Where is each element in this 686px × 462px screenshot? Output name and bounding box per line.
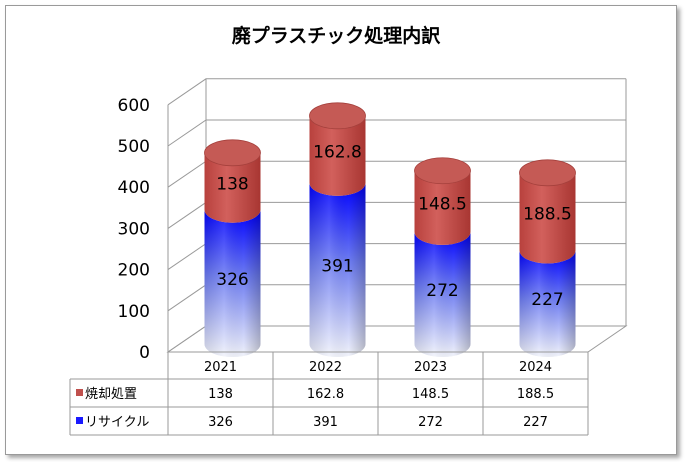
- data-label-incineration: 148.5: [418, 194, 467, 214]
- cylinder-top: [414, 157, 471, 185]
- bar-recycle-shade: [204, 209, 261, 358]
- legend-swatch: [76, 417, 83, 424]
- table-cell: 188.5: [517, 387, 554, 402]
- cylinder-top: [204, 139, 261, 167]
- table-cell: 227: [523, 415, 548, 430]
- bar-recycle-shade: [309, 182, 366, 358]
- y-tick-label: 400: [118, 178, 150, 198]
- cylinder-top: [309, 102, 366, 130]
- table-cell: 148.5: [412, 387, 449, 402]
- table-cell: 138: [208, 387, 233, 402]
- data-table: 2021 2022 2023 2024 焼却処置 138 162.8 148.5 188.5 リサ…: [69, 351, 589, 436]
- data-label-incineration: 188.5: [523, 205, 572, 225]
- bar-incineration: [414, 170, 471, 245]
- y-tick-label: 500: [118, 137, 150, 157]
- bar-incineration: [204, 152, 261, 223]
- data-label-recycle: 326: [216, 270, 248, 290]
- bar-incineration: [309, 115, 366, 196]
- y-axis-ticks: 0 100 200 300 400 500 600: [118, 96, 150, 363]
- data-label-recycle: 227: [531, 290, 563, 310]
- bar-incineration: [519, 172, 576, 264]
- table-cell: 391: [313, 415, 338, 430]
- gridline: [167, 78, 626, 106]
- data-label-recycle: 391: [321, 256, 353, 276]
- bar-recycle-shade: [414, 231, 471, 358]
- y-tick-label: 200: [118, 261, 150, 281]
- x-category-label: 2021: [204, 360, 237, 375]
- data-label-incineration: 162.8: [313, 142, 362, 162]
- table-cell: 326: [208, 415, 233, 430]
- legend-label: リサイクル: [85, 415, 149, 430]
- y-tick-label: 600: [118, 96, 150, 116]
- table-cell: 272: [418, 415, 443, 430]
- table-cell: 162.8: [307, 387, 344, 402]
- legend-label: 焼却処置: [85, 387, 137, 402]
- legend-swatch: [76, 389, 83, 396]
- data-labels: 326 138 391 162.8 272 148.5 227 188.5: [216, 142, 572, 310]
- x-category-label: 2024: [519, 360, 552, 375]
- y-tick-label: 100: [118, 302, 150, 322]
- y-tick-label: 300: [118, 219, 150, 239]
- bars: [204, 102, 576, 358]
- y-tick-label: 0: [139, 343, 150, 363]
- bar-recycle-shade: [519, 250, 576, 358]
- x-category-label: 2023: [414, 360, 447, 375]
- chart-title: 廃プラスチック処理内訳: [232, 24, 442, 47]
- cylinder-top: [519, 159, 576, 187]
- x-category-label: 2022: [309, 360, 342, 375]
- data-label-recycle: 272: [426, 281, 458, 301]
- data-label-incineration: 138: [216, 174, 248, 194]
